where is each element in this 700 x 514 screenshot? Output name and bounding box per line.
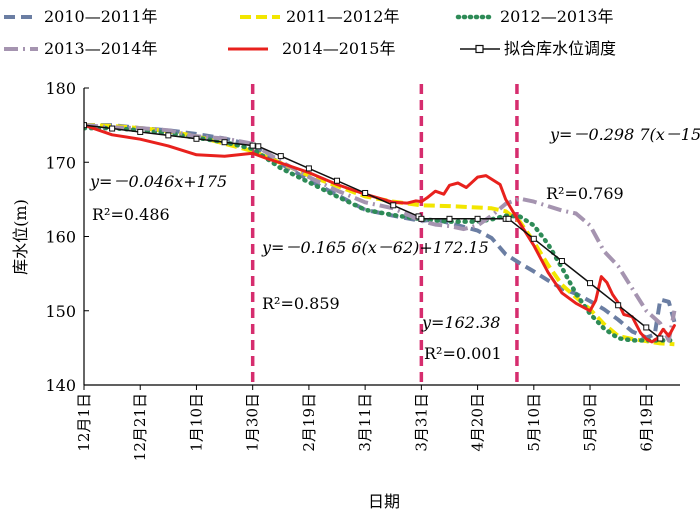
legend-item-2014-2015: 2014—2015年	[228, 39, 395, 58]
fit-marker	[657, 335, 664, 342]
annotations: y=－0.046x+175 R²=0.486 y=－0.165 6(x－62)+…	[89, 125, 700, 363]
legend-item-fit: 拟合库水位调度	[460, 39, 616, 58]
x-tick-label: 3月31日	[412, 393, 430, 452]
series-line-5	[84, 123, 676, 344]
fit-marker	[277, 153, 284, 160]
series-line-2	[84, 123, 675, 347]
x-tick-label: 6月19日	[637, 393, 655, 452]
fit-marker	[615, 302, 622, 309]
annotation-segment-4: y=－0.298 7(x－151)+162.38 R²=0.769	[546, 125, 700, 203]
fit-marker	[249, 142, 256, 149]
fit-marker	[390, 202, 397, 209]
x-tick-label: 1月10日	[187, 393, 205, 452]
x-tick-label: 12月21日	[131, 393, 149, 461]
equation-text: y=－0.165 6(x－62)+172.15	[261, 238, 489, 257]
y-tick-label: 170	[45, 153, 76, 172]
fit-marker	[643, 324, 650, 331]
legend-item-2011-2012: 2011—2012年	[240, 7, 399, 26]
fit-marker	[305, 165, 312, 172]
legend-item-2010-2011: 2010—2011年	[4, 7, 157, 26]
equation-text: y=－0.046x+175	[89, 172, 227, 191]
y-axis-label: 库水位(m)	[11, 199, 30, 275]
legend-label: 2012—2013年	[500, 7, 613, 26]
fit-marker	[255, 143, 262, 150]
fit-marker	[418, 215, 425, 222]
x-tick-label: 1月30日	[244, 393, 262, 452]
x-ticks: 12月1日 12月21日 1月10日 1月30日 2月19日 3月11日 3月31日 4月20…	[75, 385, 655, 461]
series-line-4	[84, 123, 677, 343]
dividers	[250, 84, 519, 385]
legend-label: 拟合库水位调度	[504, 39, 616, 58]
fit-marker	[334, 177, 341, 184]
annotation-segment-2: y=－0.165 6(x－62)+172.15 R²=0.859	[261, 238, 489, 313]
fit-marker	[474, 215, 481, 222]
legend-item-2012-2013: 2012—2013年	[455, 7, 613, 26]
series-lines	[84, 122, 677, 347]
x-axis-label: 日期	[368, 492, 400, 511]
annotation-segment-3: y=162.38 R²=0.001	[421, 313, 502, 363]
legend-label: 2013—2014年	[44, 39, 157, 58]
y-tick-label: 150	[45, 302, 76, 321]
fit-marker	[137, 128, 144, 135]
x-tick-label: 5月10日	[525, 393, 543, 452]
x-tick-label: 5月30日	[581, 393, 599, 452]
fit-marker	[530, 235, 537, 242]
r2-text: R²=0.486	[92, 205, 170, 224]
x-tick-label: 4月20日	[469, 393, 487, 452]
equation-text: y=162.38	[421, 313, 500, 332]
fit-marker	[193, 135, 200, 142]
equation-text: y=－0.298 7(x－151)+162.38	[549, 125, 700, 144]
fit-marker	[505, 215, 512, 222]
y-tick-label: 160	[45, 228, 76, 247]
legend-label: 2014—2015年	[282, 39, 395, 58]
fit-marker	[362, 189, 369, 196]
axes	[83, 88, 680, 386]
r2-text: R²=0.001	[424, 344, 502, 363]
fit-marker	[221, 139, 228, 146]
annotation-segment-1: y=－0.046x+175 R²=0.486	[89, 172, 227, 224]
fit-marker	[446, 215, 453, 222]
y-grid-ticks: 140 150 160 170 180	[45, 79, 89, 395]
r2-text: R²=0.769	[546, 184, 624, 203]
series-line-6	[84, 124, 661, 340]
x-tick-label: 3月11日	[356, 393, 374, 452]
fit-marker	[165, 132, 172, 139]
fit-marker	[587, 280, 594, 287]
y-tick-label: 180	[45, 79, 76, 98]
legend: 2010—2011年 2011—2012年 2012—2013年 2013—20…	[4, 7, 616, 58]
x-tick-label: 2月19日	[300, 393, 318, 452]
fit-marker	[558, 258, 565, 265]
r2-text: R²=0.859	[262, 294, 340, 313]
fit-marker	[84, 122, 87, 129]
legend-item-2013-2014: 2013—2014年	[4, 39, 157, 58]
y-tick-label: 140	[45, 376, 76, 395]
series-line-1	[84, 123, 677, 340]
fit-marker	[109, 125, 116, 132]
legend-label: 2010—2011年	[44, 7, 157, 26]
legend-label: 2011—2012年	[286, 7, 399, 26]
x-tick-label: 12月1日	[75, 393, 93, 452]
